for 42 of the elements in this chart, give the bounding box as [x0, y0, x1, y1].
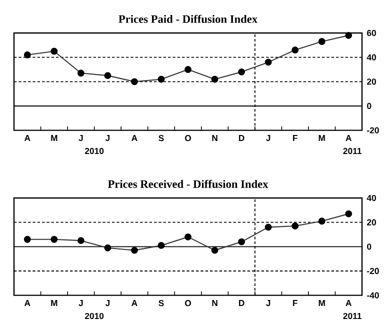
y-tick-label: 20 — [367, 219, 376, 226]
text: 2010 — [84, 148, 104, 154]
x-tick-label: N — [212, 135, 218, 141]
x-tick-label: O — [184, 300, 192, 306]
x-tick-label: M — [51, 300, 58, 306]
x-tick-label: A — [24, 300, 30, 306]
text: 2011 — [343, 148, 362, 154]
x-tick-label: J — [78, 135, 83, 142]
y-tick-label: -40 — [367, 292, 379, 298]
x-tick-label: M — [51, 135, 58, 141]
y-tick-label: -20 — [367, 127, 379, 134]
x-tick-label: M — [318, 135, 325, 141]
x-tick-label: D — [239, 300, 244, 306]
y-tick-label: -20 — [367, 268, 379, 274]
x-tick-label: A — [24, 135, 30, 141]
y-tick-label: 40 — [366, 54, 376, 60]
text: 2011 — [343, 312, 362, 320]
text: 2010 — [84, 312, 104, 320]
x-tick-label: N — [212, 300, 218, 306]
x-tick-label: F — [293, 300, 298, 306]
x-tick-label: A — [346, 300, 352, 306]
x-tick-label: J — [78, 300, 83, 306]
x-tick-label: D — [239, 135, 244, 141]
x-tick-label: A — [132, 135, 138, 141]
x-tick-label: J — [105, 300, 110, 306]
y-tick-label: 0 — [367, 244, 372, 250]
chart-title: Prices Paid - Diffusion Index — [118, 14, 258, 23]
x-tick-label: J — [105, 135, 110, 142]
x-tick-label: S — [158, 135, 164, 142]
x-tick-label: J — [266, 135, 270, 142]
x-tick-label: A — [346, 135, 352, 141]
y-tick-label: 40 — [366, 194, 376, 202]
x-tick-label: J — [266, 300, 270, 306]
y-tick-label: 20 — [367, 78, 376, 85]
y-tick-label: 0 — [367, 102, 372, 110]
x-tick-label: O — [184, 135, 192, 142]
x-tick-label: S — [158, 300, 164, 306]
x-tick-label: M — [318, 300, 325, 306]
x-tick-label: A — [132, 300, 138, 306]
chart-title: Prices Received - Diffusion Index — [108, 180, 268, 188]
x-tick-label: F — [293, 135, 298, 141]
y-tick-label: 60 — [367, 30, 376, 36]
